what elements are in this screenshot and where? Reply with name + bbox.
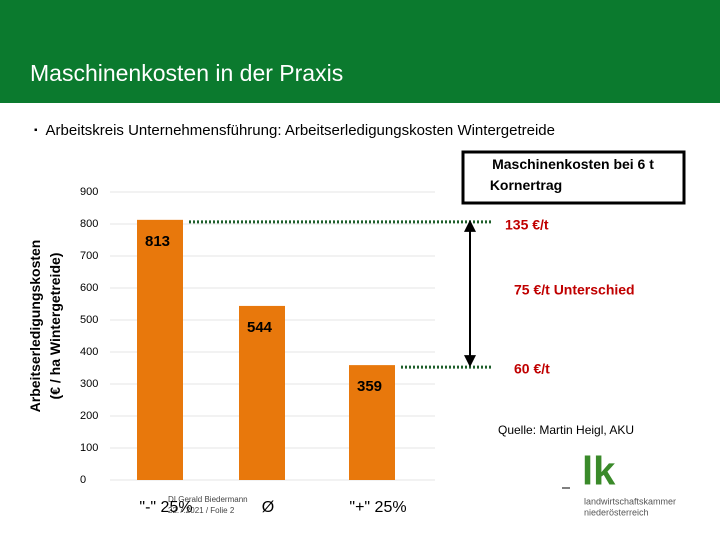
annotation-difference: 75 €/t Unterschied <box>514 282 635 298</box>
y-tick-label: 0 <box>80 474 86 486</box>
x-tick-label: "-" 25% <box>139 499 192 516</box>
y-tick-label: 500 <box>80 314 98 326</box>
logo-name: landwirtschaftskammer <box>584 496 676 506</box>
y-tick-label: 900 <box>80 186 98 198</box>
y-tick-label: 100 <box>80 442 98 454</box>
header-band <box>0 0 720 103</box>
x-tick-label: Ø <box>262 499 274 516</box>
footer-date: 22.7.2021 / Folie 2 <box>168 506 235 515</box>
y-tick-label: 800 <box>80 218 98 230</box>
y-axis-label: Arbeitserledigungskosten (€ / ha Winterge… <box>27 240 63 413</box>
slide-title: Maschinenkosten in der Praxis <box>30 60 344 86</box>
footer-author: DI Gerald Biedermann <box>168 495 248 504</box>
logo-mark: lk <box>582 450 616 494</box>
bar <box>349 365 395 480</box>
annotation-box <box>461 150 686 205</box>
y-tick-label: 600 <box>80 282 98 294</box>
bar <box>137 219 183 480</box>
annotation-box-text: Maschinenkosten bei 6 t Kornertrag <box>490 156 654 193</box>
y-tick-label: 300 <box>80 378 98 390</box>
annotation-top: 135 €/t <box>505 217 549 233</box>
source-note: Quelle: Martin Heigl, AKU <box>498 423 634 437</box>
value-label: 544 <box>247 319 273 336</box>
bullet-text: Arbeitskreis Unternehmensführung: Arbeit… <box>34 122 555 139</box>
bar <box>239 305 285 480</box>
value-label: 359 <box>357 378 382 395</box>
annotation-bottom: 60 €/t <box>514 361 550 377</box>
value-label: 813 <box>145 233 170 250</box>
x-tick-label: "+" 25% <box>349 499 406 516</box>
y-tick-label: 700 <box>80 250 98 262</box>
y-tick-label: 400 <box>80 346 98 358</box>
y-tick-label: 200 <box>80 410 98 422</box>
logo-region: niederösterreich <box>584 507 649 517</box>
